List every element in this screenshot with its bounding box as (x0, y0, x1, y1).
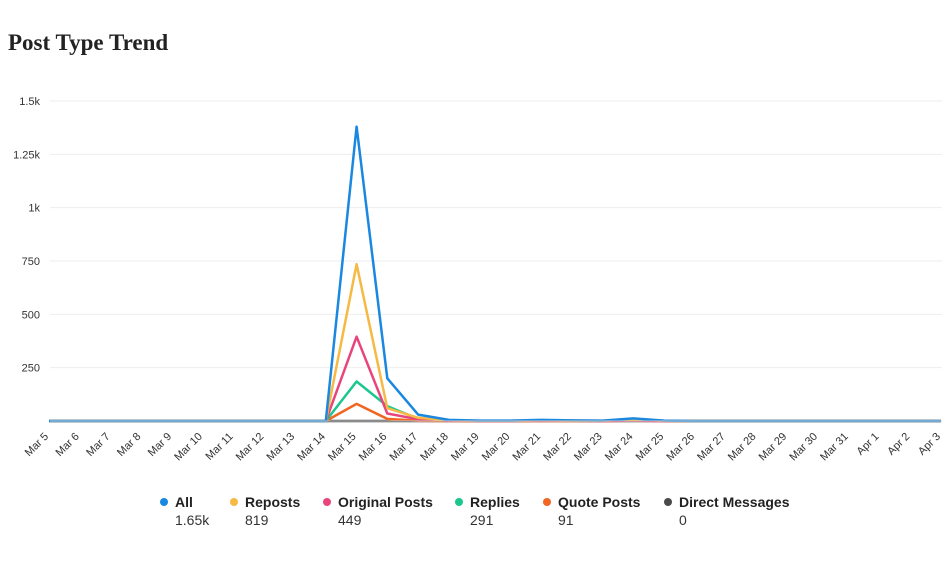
legend-item-quote-posts[interactable]: Quote Posts 91 (543, 494, 640, 528)
legend-total: 0 (679, 512, 687, 528)
legend-total: 91 (558, 512, 574, 528)
x-tick-label: Mar 28 (726, 431, 759, 464)
series-line-original-posts (49, 335, 941, 423)
legend-label: Direct Messages (679, 494, 790, 510)
x-tick-label: Mar 27 (695, 431, 728, 464)
x-tick-label: Mar 24 (603, 431, 636, 464)
series-line-quote-posts (49, 402, 941, 423)
x-tick-label: Mar 9 (146, 431, 174, 459)
legend-label: Original Posts (338, 494, 433, 510)
legend-total: 449 (338, 512, 362, 528)
x-tick-label: Mar 8 (115, 431, 143, 459)
legend-dot-reposts (230, 498, 238, 506)
legend-total: 1.65k (175, 512, 210, 528)
legend-dot-direct-messages (664, 498, 672, 506)
legend-label: Quote Posts (558, 494, 641, 510)
x-tick-label: Mar 19 (449, 431, 482, 464)
legend-dot-all (160, 498, 168, 506)
series-lines (49, 125, 941, 423)
x-tick-label: Apr 3 (916, 431, 943, 458)
y-tick-label: 1k (28, 203, 40, 215)
y-tick-label: 250 (22, 363, 40, 375)
x-tick-label: Mar 25 (634, 431, 667, 464)
x-tick-label: Mar 18 (418, 431, 451, 464)
legend-item-direct-messages[interactable]: Direct Messages 0 (664, 494, 790, 528)
x-tick-label: Mar 22 (541, 431, 574, 464)
legend-item-all[interactable]: All 1.65k (160, 494, 209, 528)
chart-title: Post Type Trend (8, 30, 169, 55)
x-tick-label: Mar 10 (172, 431, 205, 464)
y-tick-label: 750 (22, 256, 40, 268)
x-tick-label: Mar 20 (480, 431, 513, 464)
x-tick-label: Mar 15 (326, 431, 359, 464)
y-tick-label: 1.25k (13, 149, 40, 161)
legend-item-reposts[interactable]: Reposts 819 (230, 494, 300, 528)
legend-dot-quote-posts (543, 498, 551, 506)
y-axis-ticks: 250 500 750 1k 1.25k 1.5k (13, 96, 40, 375)
x-tick-label: Mar 21 (511, 431, 544, 464)
series-line-reposts (49, 262, 941, 423)
grid-lines (50, 100, 942, 369)
x-tick-label: Mar 26 (664, 431, 697, 464)
x-tick-label: Mar 16 (357, 431, 390, 464)
y-tick-label: 1.5k (19, 96, 40, 108)
x-tick-label: Mar 30 (787, 431, 820, 464)
chart-legend: All 1.65k Reposts 819 Original Posts 449… (0, 494, 952, 534)
x-tick-label: Apr 2 (885, 431, 912, 458)
x-tick-label: Mar 7 (84, 431, 112, 459)
legend-dot-replies (455, 498, 463, 506)
x-tick-label: Mar 31 (818, 431, 851, 464)
x-tick-label: Mar 13 (264, 431, 297, 464)
x-tick-label: Apr 1 (855, 431, 882, 458)
legend-item-replies[interactable]: Replies 291 (455, 494, 520, 528)
series-line-all (49, 125, 941, 423)
legend-label: Replies (470, 494, 520, 510)
x-tick-label: Mar 17 (388, 431, 421, 464)
x-tick-label: Mar 11 (204, 431, 236, 463)
x-tick-label: Mar 6 (54, 431, 82, 459)
x-tick-label: Mar 14 (295, 431, 328, 464)
legend-item-original-posts[interactable]: Original Posts 449 (323, 494, 433, 528)
y-tick-label: 500 (22, 309, 40, 321)
legend-total: 819 (245, 512, 269, 528)
x-tick-label: Mar 23 (572, 431, 605, 464)
legend-total: 291 (470, 512, 494, 528)
legend-dot-original-posts (323, 498, 331, 506)
series-line-replies (49, 380, 941, 423)
legend-label: All (175, 494, 193, 510)
x-tick-label: Mar 12 (234, 431, 267, 464)
x-tick-label: Mar 29 (757, 431, 790, 464)
legend-label: Reposts (245, 494, 301, 510)
x-tick-label: Mar 5 (23, 431, 51, 459)
